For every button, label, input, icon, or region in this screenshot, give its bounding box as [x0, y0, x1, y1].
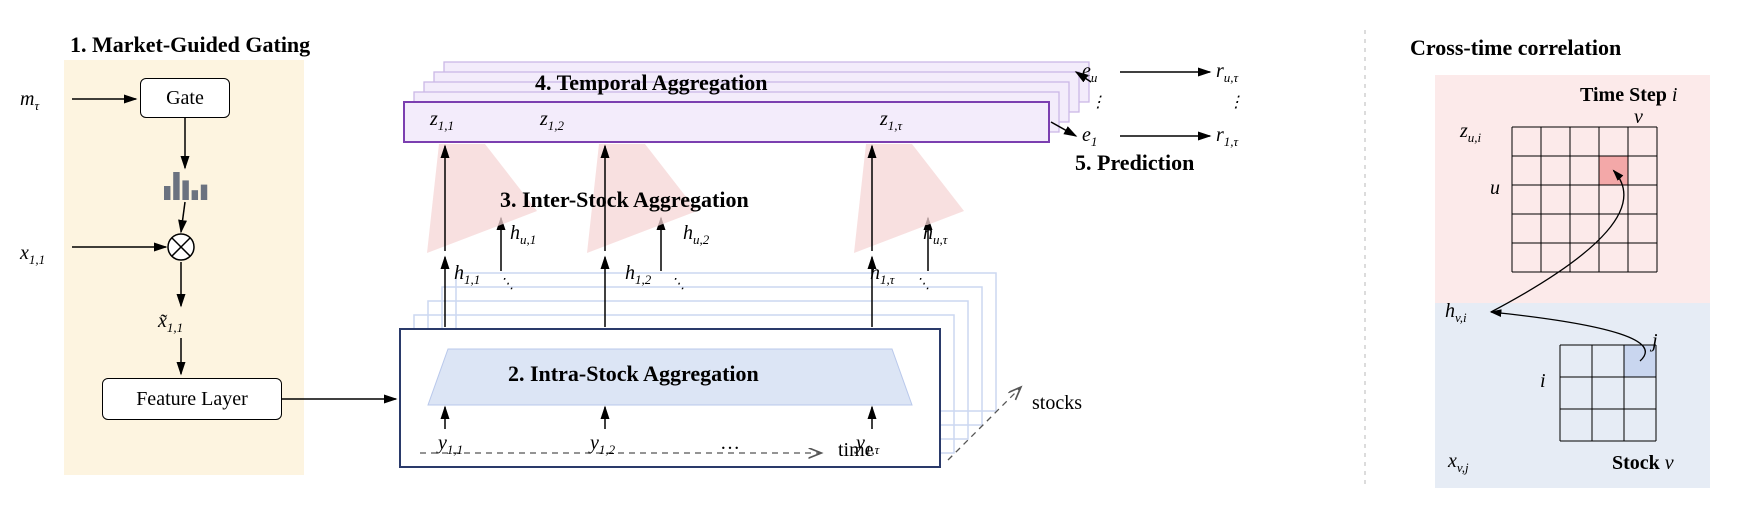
m-tau: mτ — [20, 88, 39, 114]
section-prediction: 5. Prediction — [1075, 150, 1194, 176]
section-cross: Cross-time correlation — [1410, 35, 1621, 61]
section-inter: 3. Inter-Stock Aggregation — [500, 187, 749, 213]
section-intra: 2. Intra-Stock Aggregation — [508, 361, 759, 387]
section-gating: 1. Market-Guided Gating — [70, 32, 310, 58]
gate-box: Gate — [140, 78, 230, 118]
feature-layer-box: Feature Layer — [102, 378, 282, 420]
x-1-1: x1,1 — [20, 242, 45, 268]
section-temporal: 4. Temporal Aggregation — [535, 70, 767, 96]
x-tilde-1-1: x̃1,1 — [158, 310, 183, 336]
